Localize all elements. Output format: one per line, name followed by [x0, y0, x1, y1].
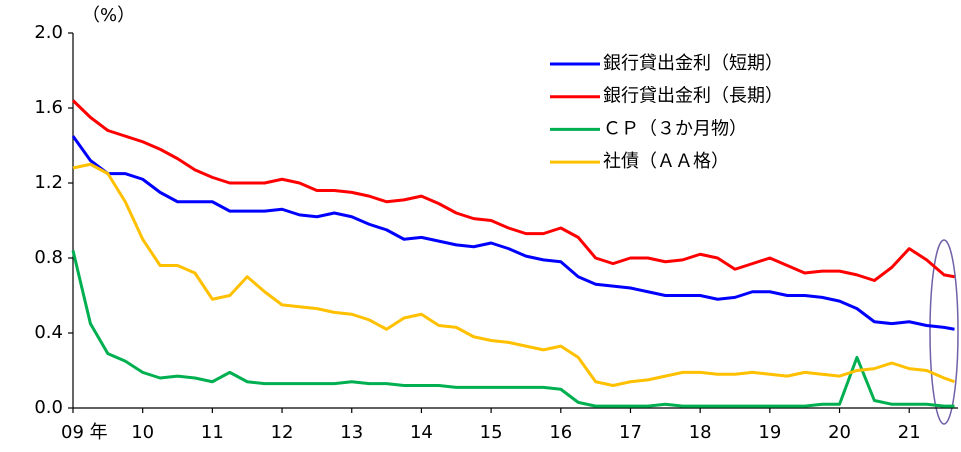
- y-tick-label: 2.0: [34, 22, 63, 43]
- legend-label: 銀行貸出金利（長期）: [603, 86, 783, 107]
- y-tick-label: 0.8: [34, 247, 63, 268]
- x-tick-label: 19: [758, 422, 781, 443]
- x-tick-label: 18: [689, 422, 712, 443]
- legend-label: ＣＰ（３か月物）: [603, 118, 747, 139]
- y-tick-label: 0.0: [34, 397, 63, 418]
- x-tick-label: 16: [549, 422, 572, 443]
- x-tick-label: 20: [828, 422, 851, 443]
- legend-label: 銀行貸出金利（短期）: [603, 53, 783, 74]
- x-tick-label: 13: [340, 422, 363, 443]
- x-tick-label: 15: [480, 422, 503, 443]
- x-tick-label: 10: [131, 422, 154, 443]
- y-tick-label: 0.4: [34, 322, 63, 343]
- x-tick-label: 21: [898, 422, 921, 443]
- x-tick-label: 14: [410, 422, 433, 443]
- series-line: [71, 135, 955, 331]
- x-tick-label: 17: [619, 422, 642, 443]
- highlight-ellipse: [929, 239, 959, 425]
- y-tick-label: 1.2: [34, 172, 63, 193]
- y-unit-label: （%）: [82, 5, 135, 26]
- x-tick-label: 09 年: [61, 422, 108, 443]
- y-tick-label: 1.6: [34, 97, 63, 118]
- x-tick-label: 12: [271, 422, 294, 443]
- series-line: [71, 99, 955, 282]
- series-line: [72, 162, 956, 387]
- legend-label: 社債（ＡＡ格）: [603, 151, 729, 172]
- series-line: [71, 250, 955, 408]
- x-tick-label: 11: [201, 422, 224, 443]
